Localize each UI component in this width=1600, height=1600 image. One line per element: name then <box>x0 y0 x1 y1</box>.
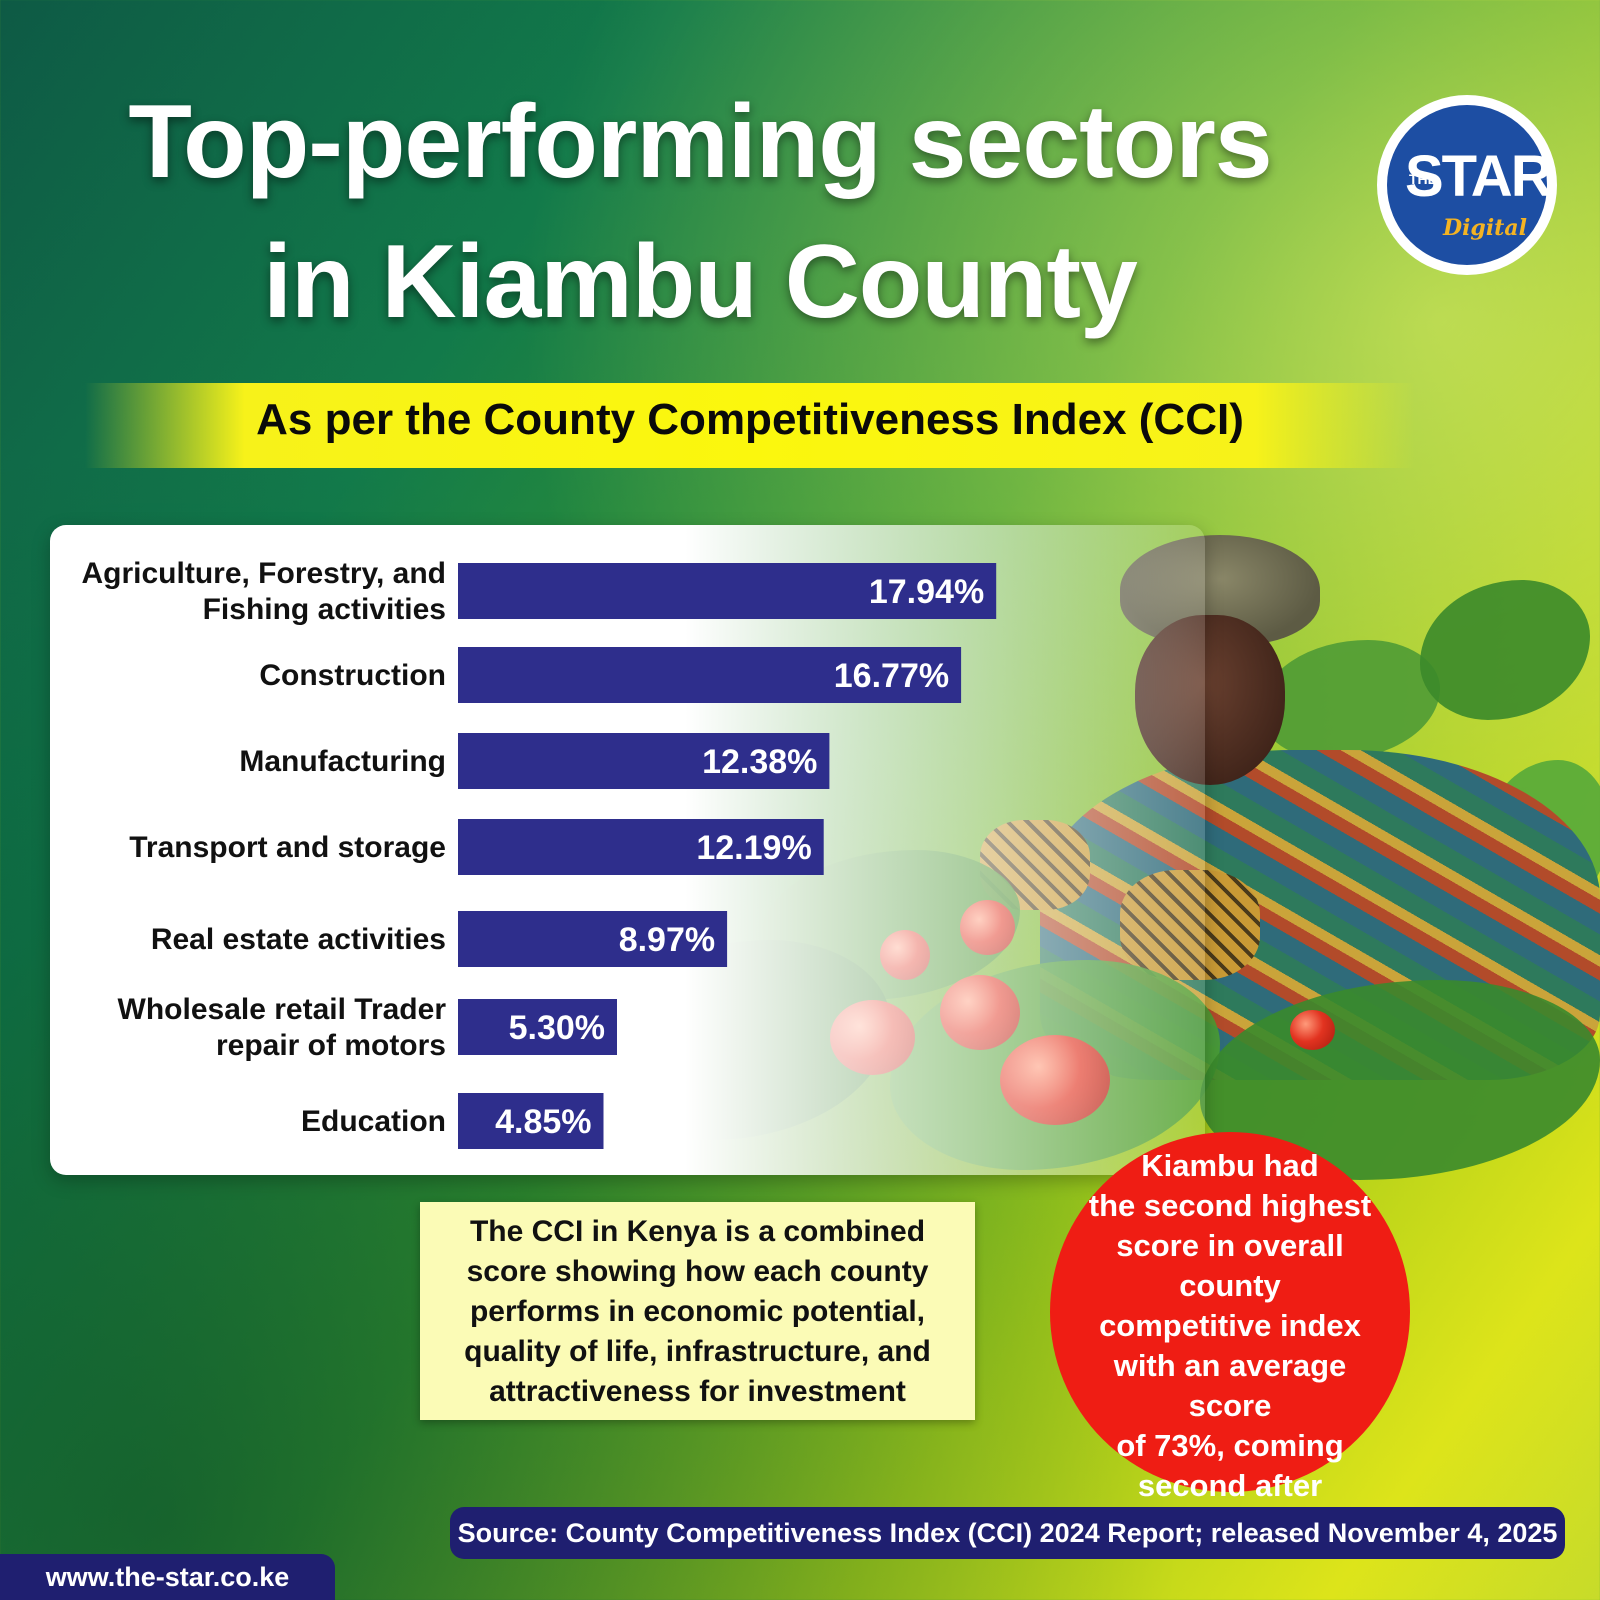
bar-value-label: 4.85% <box>495 1103 591 1141</box>
bar-value-label: 16.77% <box>834 657 949 695</box>
category-label: Transport and storage <box>129 831 446 864</box>
bar <box>458 819 824 875</box>
bar-value-label: 8.97% <box>619 921 715 959</box>
page-title: Top-performing sectors in Kiambu County <box>40 72 1360 352</box>
category-label: repair of motors <box>216 1029 446 1062</box>
logo-digital-text: Digital <box>1443 215 1527 241</box>
bar-value-label: 17.94% <box>869 573 984 611</box>
callout-line: of 73%, coming <box>1116 1428 1344 1463</box>
callout-line: score in overall county <box>1116 1228 1344 1303</box>
category-label: Construction <box>259 659 446 692</box>
title-line-1: Top-performing sectors <box>128 84 1272 200</box>
category-label: Agriculture, Forestry, and <box>81 557 446 590</box>
logo-the-text: THE <box>1409 171 1437 187</box>
bar <box>458 999 617 1055</box>
subtitle-band: As per the County Competitiveness Index … <box>85 383 1415 468</box>
the-star-digital-logo: STAR THE Digital <box>1377 95 1557 275</box>
category-label: Manufacturing <box>239 745 446 778</box>
title-line-2: in Kiambu County <box>263 224 1138 340</box>
bar <box>458 647 962 703</box>
bar <box>458 911 728 967</box>
website-link[interactable]: www.the-star.co.ke <box>0 1554 335 1600</box>
logo-disc <box>1387 105 1547 265</box>
bar-value-label: 5.30% <box>509 1009 605 1047</box>
category-label: Fishing activities <box>203 593 446 626</box>
callout-line: competitive index <box>1099 1308 1361 1343</box>
cci-definition-note: The CCI in Kenya is a combined score sho… <box>420 1202 975 1420</box>
category-label: Real estate activities <box>151 923 446 956</box>
bar <box>458 563 997 619</box>
bar <box>458 733 830 789</box>
category-label: Wholesale retail Trader <box>118 993 447 1026</box>
source-citation: Source: County Competitiveness Index (CC… <box>450 1507 1565 1559</box>
callout-line: with an average score <box>1113 1348 1347 1423</box>
logo-star-text: STAR <box>1405 144 1553 209</box>
subtitle: As per the County Competitiveness Index … <box>256 395 1244 444</box>
callout-line: Kiambu had <box>1141 1148 1319 1183</box>
category-label: Education <box>301 1105 446 1138</box>
bar-chart: 17.94% Agriculture, Forestry, andFishing … <box>81 557 997 1149</box>
bar-value-label: 12.19% <box>696 829 811 867</box>
bar-chart-card: 17.94% Agriculture, Forestry, and Fishing … <box>50 525 1205 1175</box>
callout-line: the second highest <box>1088 1188 1372 1223</box>
callout-line: second after <box>1137 1468 1323 1503</box>
bar-value-label: 12.38% <box>702 743 817 781</box>
bar <box>458 1093 604 1149</box>
kiambu-ranking-callout: Kiambu had the second highest score in ove… <box>1050 1132 1410 1543</box>
